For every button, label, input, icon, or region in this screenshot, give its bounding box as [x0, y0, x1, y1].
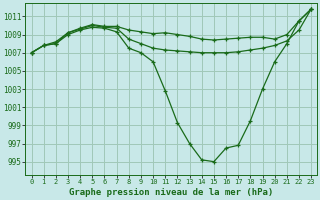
- X-axis label: Graphe pression niveau de la mer (hPa): Graphe pression niveau de la mer (hPa): [69, 188, 274, 197]
